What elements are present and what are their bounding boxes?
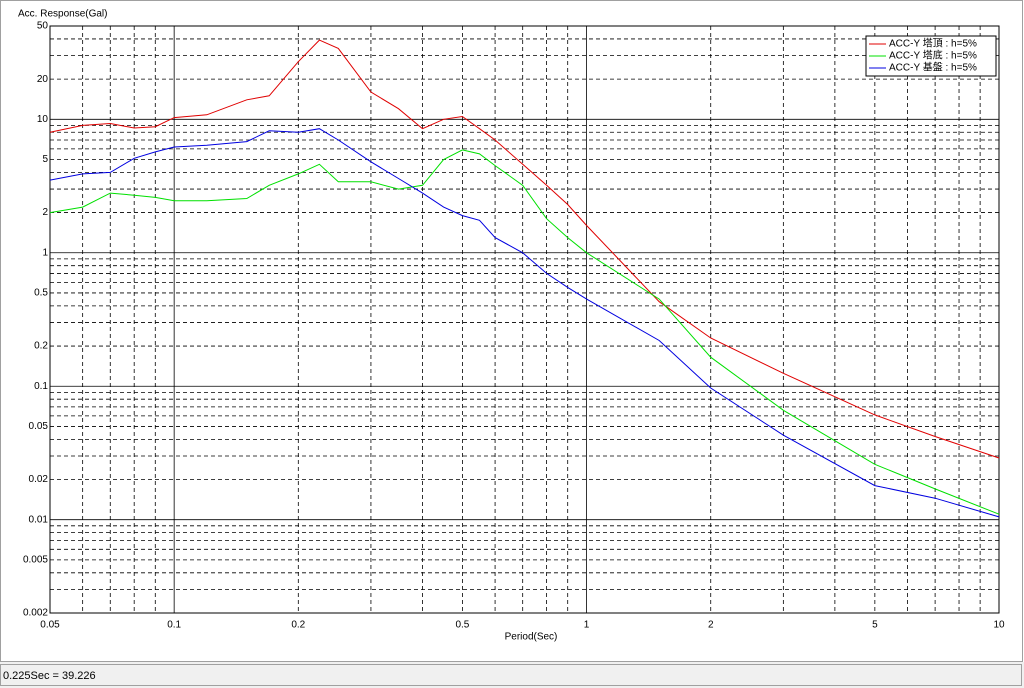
x-tick-label: 5 — [872, 620, 878, 631]
y-tick-label: 0.05 — [29, 421, 49, 432]
data-line — [49, 39, 1000, 459]
data-line — [49, 128, 1000, 518]
y-tick-label: 0.5 — [34, 288, 48, 299]
x-tick-label: 0.05 — [40, 620, 60, 631]
x-tick-label: 0.2 — [291, 620, 305, 631]
legend-label: ACC-Y 基盤 : h=5% — [889, 61, 977, 74]
y-tick-label: 5 — [42, 154, 48, 165]
status-bar: 0.225Sec = 39.226 — [0, 664, 1022, 686]
y-tick-label: 2 — [42, 207, 48, 218]
y-axis-label: Acc. Response(Gal) — [18, 9, 107, 20]
x-tick-label: 2 — [708, 620, 714, 631]
y-tick-label: 0.005 — [23, 555, 48, 566]
y-tick-label: 50 — [37, 21, 49, 32]
x-tick-label: 10 — [993, 620, 1005, 631]
x-tick-label: 0.1 — [167, 620, 181, 631]
chart: Acc. Response(Gal) Period(Sec) 0.002 0.00… — [0, 0, 1024, 662]
y-tick-label: 10 — [37, 114, 49, 125]
window-frame — [0, 0, 1023, 662]
x-tick-label: 0.5 — [455, 620, 469, 631]
y-tick-label: 0.1 — [34, 381, 48, 392]
data-line — [49, 149, 1000, 515]
y-tick-label: 20 — [37, 74, 49, 85]
y-tick-label: 0.002 — [23, 608, 48, 619]
y-tick-label: 0.2 — [34, 341, 48, 352]
y-tick-label: 1 — [42, 247, 48, 258]
legend-box — [865, 35, 997, 77]
plot-border — [49, 25, 1000, 614]
x-axis-label: Period(Sec) — [505, 632, 558, 643]
x-tick-label: 1 — [584, 620, 590, 631]
legend-label: ACC-Y 塔底 : h=5% — [889, 49, 977, 62]
y-tick-label: 0.02 — [29, 474, 49, 485]
y-tick-label: 0.01 — [29, 514, 49, 525]
legend-label: ACC-Y 塔頂 : h=5% — [889, 37, 977, 50]
